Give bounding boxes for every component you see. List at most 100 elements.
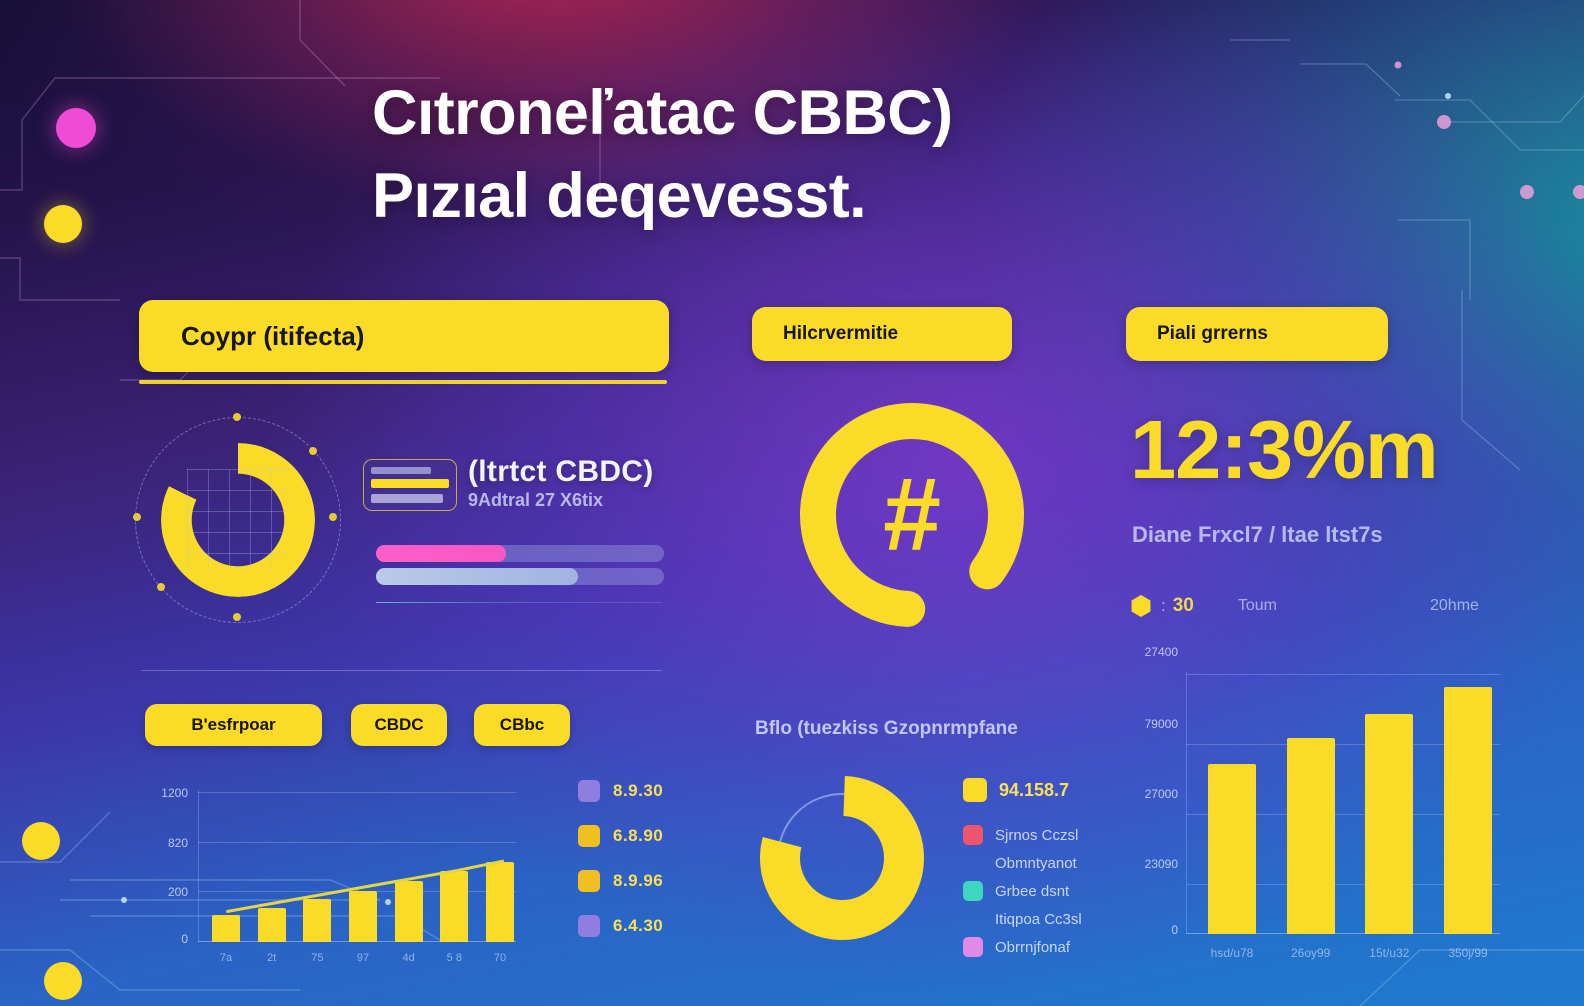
y-tick: 820 bbox=[167, 836, 188, 850]
hairline-accent bbox=[376, 602, 662, 603]
y-tick: 1200 bbox=[161, 786, 188, 800]
legend-label: 6.4.30 bbox=[613, 916, 664, 935]
left-chart-y-axis: 1200 820 200 0 bbox=[150, 786, 194, 946]
donut-ring bbox=[161, 443, 315, 597]
legend-label: 94.158.7 bbox=[999, 779, 1070, 800]
card-badge-icon bbox=[363, 459, 457, 511]
y-tick: 27000 bbox=[1144, 787, 1178, 801]
chart-tab-1[interactable]: CBDC bbox=[351, 704, 447, 746]
gridline bbox=[198, 792, 516, 793]
legend-item[interactable]: Itiqpoa Cc3sl bbox=[963, 909, 1082, 929]
middle-tab-pill[interactable]: Hilcrvermitie bbox=[752, 307, 1012, 361]
bar bbox=[486, 861, 514, 942]
badge-top-line bbox=[371, 467, 431, 474]
badge-bottom-line bbox=[371, 494, 443, 503]
legend-label: 8.9.96 bbox=[613, 871, 664, 890]
right-bar-chart: hsd/u78 26oy99 15t/u32 350j/99 bbox=[1186, 672, 1504, 960]
accent-dot-yellow-bottom-a bbox=[22, 822, 60, 860]
legend-swatch bbox=[963, 881, 983, 901]
legend-swatch bbox=[963, 937, 983, 957]
hash-ring-donut-chart: # bbox=[793, 396, 1031, 634]
progress-bar-1-track[interactable] bbox=[376, 545, 664, 562]
y-tick: 79000 bbox=[1144, 717, 1178, 731]
ring-node bbox=[233, 413, 241, 421]
legend-item[interactable]: Obmntyanot bbox=[963, 853, 1077, 873]
legend-label: Itiqpoa Cc3sl bbox=[995, 910, 1082, 928]
x-tick: 26oy99 bbox=[1290, 946, 1331, 960]
progress-bar-1-fill bbox=[376, 545, 506, 562]
x-tick: 5 8 bbox=[446, 952, 462, 964]
ring-node bbox=[329, 513, 337, 521]
trend-line bbox=[226, 859, 505, 914]
legend-item[interactable]: Sjrnos Cczsl bbox=[963, 825, 1078, 845]
page-title-line2: Pızıal deqevesst. bbox=[372, 161, 867, 232]
y-tick: 0 bbox=[181, 932, 188, 946]
left-small-donut-chart bbox=[133, 413, 341, 623]
legend-label: Sjrnos Cczsl bbox=[995, 826, 1079, 844]
chart-tab-2[interactable]: CBbc bbox=[474, 704, 570, 746]
accent-dot-yellow-bottom-b bbox=[44, 962, 82, 1000]
legend-item[interactable]: 6.8.90 bbox=[578, 825, 663, 847]
legend-label: Grbee dsnt bbox=[995, 882, 1070, 900]
hash-icon: # bbox=[883, 457, 941, 573]
kpi-big-number: 12:3%m bbox=[1130, 403, 1439, 496]
legend-item[interactable]: 8.9.96 bbox=[578, 870, 663, 892]
x-tick: hsd/u78 bbox=[1210, 946, 1254, 960]
hash-ring-svg bbox=[800, 403, 1024, 627]
center-donut-title: Bflo (tuezkiss Gzopnrmpfane bbox=[755, 718, 1018, 739]
donut-inner-grid bbox=[187, 469, 289, 571]
meta-label-a: Toum bbox=[1237, 597, 1277, 614]
x-tick: 70 bbox=[493, 952, 507, 964]
gridline bbox=[198, 842, 516, 843]
primary-tab-pill[interactable]: Coypr (itifecta) bbox=[139, 300, 669, 372]
right-chart-y-axis: 27400 79000 27000 23090 0 bbox=[1122, 645, 1182, 937]
bar bbox=[349, 890, 377, 942]
legend-swatch bbox=[578, 825, 600, 847]
bar bbox=[257, 908, 286, 942]
bar bbox=[394, 881, 423, 942]
ring-node bbox=[133, 513, 141, 521]
legend-swatch bbox=[963, 825, 983, 845]
legend-label: Obmntyanot bbox=[995, 854, 1077, 872]
bar bbox=[212, 915, 240, 942]
meta-label-b: 20hme bbox=[1430, 597, 1479, 614]
legend-swatch-placeholder bbox=[963, 909, 983, 929]
page-title-line1: Cıtroneľatac CBBC) bbox=[372, 78, 953, 148]
y-axis-line bbox=[1186, 672, 1187, 934]
x-tick: 15t/u32 bbox=[1369, 946, 1410, 960]
cbdc-sublabel: 9Adtral 27 X6tix bbox=[468, 490, 604, 510]
legend-item[interactable]: Obrrnjfonaf bbox=[963, 937, 1070, 957]
kpi-subtitle: Diane Frxcl7 / ltae ltst7s bbox=[1132, 522, 1383, 547]
y-tick: 27400 bbox=[1144, 645, 1178, 659]
badge-yellow-bar bbox=[371, 479, 449, 488]
y-tick: 0 bbox=[1171, 923, 1178, 937]
meta-value: 30 bbox=[1172, 595, 1194, 616]
legend-swatch bbox=[578, 780, 600, 802]
progress-bar-2-track[interactable] bbox=[376, 568, 664, 585]
meta-separator: : bbox=[1161, 596, 1166, 615]
center-donut-svg bbox=[760, 776, 924, 940]
accent-dot-yellow-top bbox=[44, 205, 82, 243]
x-tick: 75 bbox=[311, 952, 324, 964]
legend-item[interactable]: 94.158.7 bbox=[963, 778, 1069, 802]
chart-tab-0[interactable]: B'esfrpoar bbox=[145, 704, 322, 746]
right-tab-pill[interactable]: Piali grrerns bbox=[1126, 307, 1388, 361]
gridline bbox=[1186, 933, 1500, 934]
legend-item[interactable]: 8.9.30 bbox=[578, 780, 663, 802]
x-tick: 350j/99 bbox=[1448, 946, 1488, 960]
y-tick: 23090 bbox=[1144, 857, 1178, 871]
page-title: Cıtroneľatac CBBC) Pızıal deqevesst. bbox=[372, 72, 1292, 238]
hexagon-icon bbox=[1131, 595, 1151, 617]
y-tick: 200 bbox=[167, 885, 188, 899]
y-axis-line bbox=[198, 790, 199, 942]
bar bbox=[1365, 714, 1414, 934]
gridline bbox=[1186, 884, 1500, 885]
ring-node bbox=[157, 583, 165, 591]
cbdc-label: (ltrtct CBDC) bbox=[468, 455, 654, 488]
legend-swatch bbox=[578, 915, 600, 937]
primary-tab-underline bbox=[139, 380, 667, 384]
legend-item[interactable]: 6.4.30 bbox=[578, 915, 663, 937]
legend-item[interactable]: Grbee dsnt bbox=[963, 881, 1069, 901]
bar bbox=[1208, 764, 1256, 934]
